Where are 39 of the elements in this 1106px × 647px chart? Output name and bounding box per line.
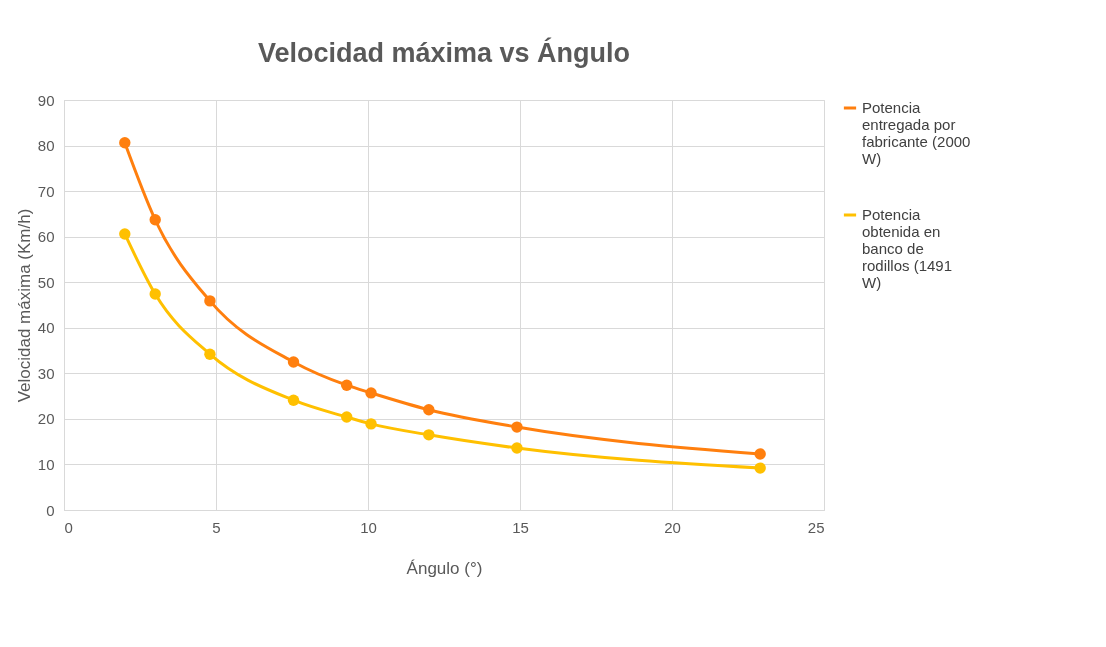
point: [119, 228, 131, 240]
point: [204, 295, 216, 307]
point: [287, 394, 300, 406]
x-tick-label: 15: [512, 518, 529, 536]
point: [754, 462, 766, 474]
point: [204, 348, 216, 360]
chart-title: Velocidad máxima vs Ángulo: [257, 37, 631, 68]
point: [365, 387, 377, 399]
point: [754, 448, 766, 460]
x-tick-label: 10: [360, 518, 377, 536]
x-tick-label: 20: [664, 518, 681, 536]
y-tick-label: 90: [37, 91, 55, 109]
point: [149, 288, 161, 300]
point: [511, 442, 523, 454]
y-tick-label: 70: [37, 182, 55, 200]
point: [149, 214, 161, 226]
x-tick-label: 25: [807, 518, 825, 536]
point: [341, 379, 353, 391]
point: [287, 356, 300, 368]
y-tick-label: 20: [37, 410, 55, 428]
y-tick-label: 0: [46, 501, 55, 519]
y-axis-title: Velocidad máxima (Km/h): [14, 208, 34, 403]
y-tick-label: 10: [37, 455, 55, 473]
x-axis-title: Ángulo (°): [406, 558, 483, 578]
point: [423, 404, 435, 416]
point: [365, 418, 377, 430]
y-tick-label: 30: [37, 364, 55, 382]
legend-label: Potencia entregada por fabricante (2000 W): [862, 99, 971, 167]
x-tick-label: 5: [212, 518, 221, 536]
y-tick-label: 50: [37, 273, 55, 291]
y-tick-label: 40: [37, 319, 55, 337]
point: [341, 411, 353, 423]
point: [423, 429, 435, 441]
y-tick-label: 80: [37, 137, 55, 155]
point: [119, 137, 131, 149]
y-tick-label: 60: [37, 228, 55, 246]
point: [511, 421, 523, 433]
legend-label: Potencia obtenida en banco de rodillos (1491 W): [862, 206, 953, 291]
x-tick-label: 0: [64, 518, 73, 536]
